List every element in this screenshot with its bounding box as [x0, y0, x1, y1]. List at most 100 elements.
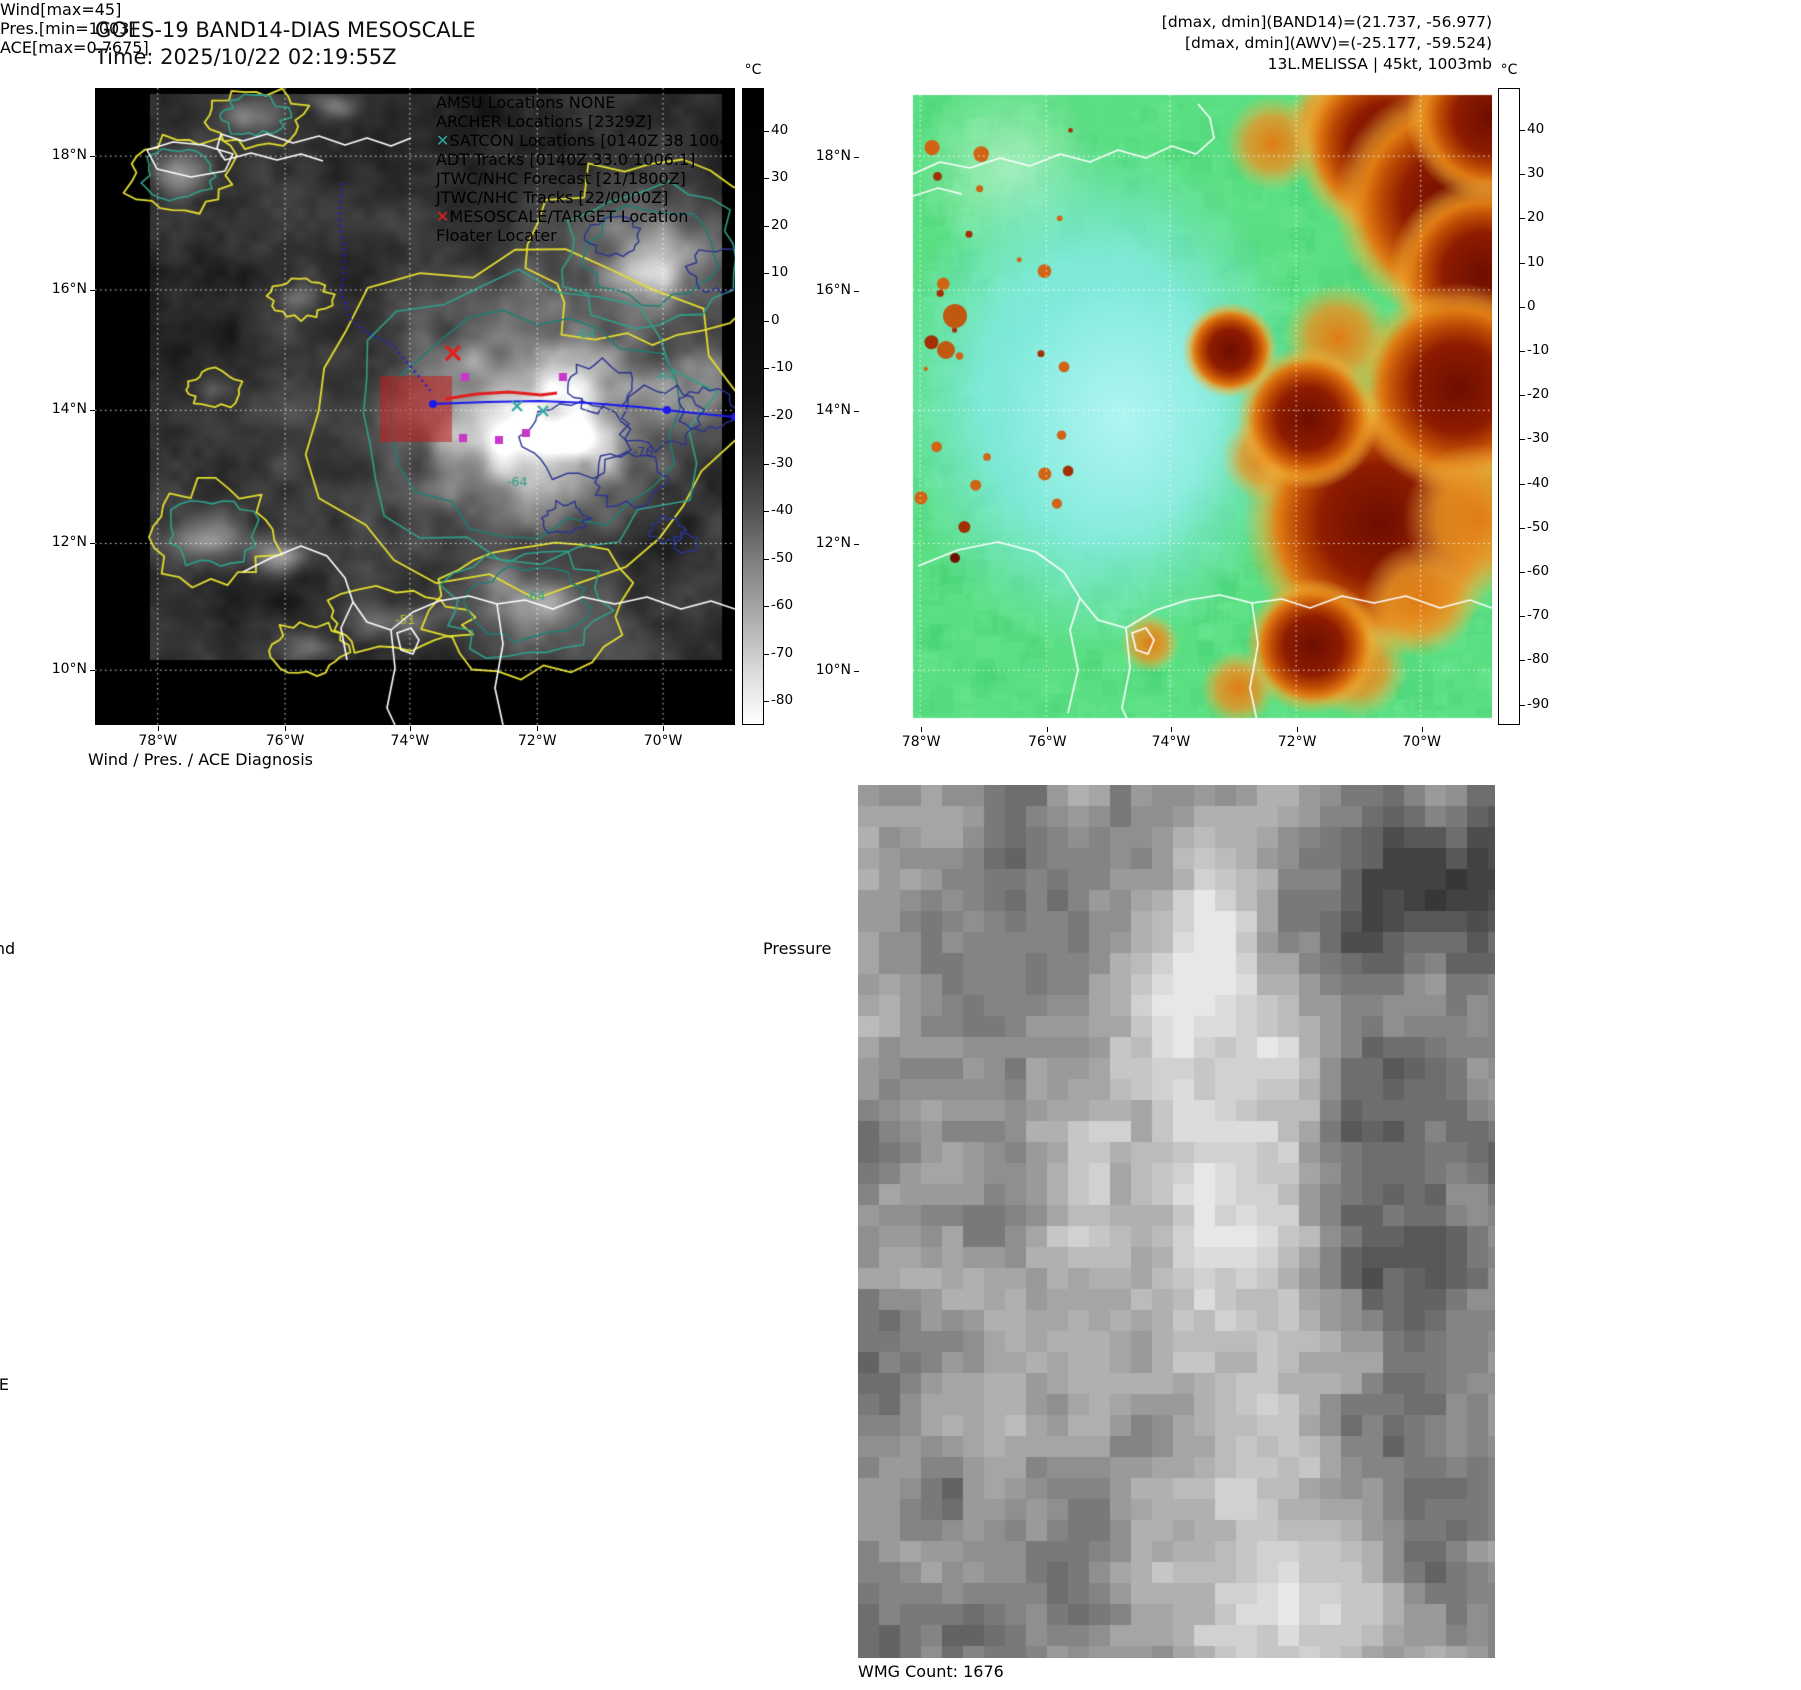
awv-colorbar-tick-label: 30	[1527, 165, 1545, 182]
band14-time: Time: 2025/10/22 02:19:55Z	[95, 45, 397, 69]
awv-lon-tick-label: 78°W	[901, 734, 941, 750]
legend-item: ARCHER Locations [2329Z]	[436, 112, 736, 131]
awv-lon-tick-label: 76°W	[1027, 734, 1067, 750]
band14-colorbar-tickmark	[764, 130, 769, 132]
awv-colorbar-tickmark	[1520, 572, 1525, 574]
awv-lon-tick-label: 72°W	[1277, 734, 1317, 750]
wmg-image	[858, 785, 1495, 1658]
band14-colorbar-tick-label: -60	[771, 597, 794, 614]
band14-lat-tick-label: 12°N	[51, 534, 87, 551]
pressure-axis-label: Pressure	[763, 939, 832, 958]
band14-colorbar-tickmark	[764, 225, 769, 227]
awv-colorbar-tickmark	[1520, 129, 1525, 131]
awv-colorbar-tick-label: 20	[1527, 209, 1545, 226]
awv-colorbar-tick-label: -60	[1527, 563, 1550, 580]
awv-colorbar-tick-label: 40	[1527, 120, 1545, 137]
band14-colorbar-tick-label: -80	[771, 692, 794, 709]
awv-colorbar-tickmark	[1520, 616, 1525, 618]
awv-colorbar-tickmark	[1520, 704, 1525, 706]
awv-lat-tickmark	[854, 157, 859, 159]
awv-colorbar-tick-label: -40	[1527, 474, 1550, 491]
band14-lat-tickmark	[90, 156, 95, 158]
legend-item: JTWC/NHC Tracks [22/0000Z]	[436, 188, 736, 207]
awv-colorbar-tick-label: -10	[1527, 342, 1550, 359]
awv-header: [dmax, dmin](BAND14)=(21.737, -56.977) […	[1162, 12, 1492, 75]
awv-lat-tick-label: 14°N	[815, 402, 851, 419]
x-marker-icon: ✕	[436, 207, 450, 226]
legend-item: AMSU Locations NONE	[436, 93, 736, 112]
awv-lat-tickmark	[854, 544, 859, 546]
diagnosis-title: Wind / Pres. / ACE Diagnosis	[88, 750, 313, 769]
band14-colorbar-tickmark	[764, 511, 769, 513]
awv-colorbar-tickmark	[1520, 306, 1525, 308]
awv-lon-tick-label: 70°W	[1402, 734, 1441, 750]
wind-axis-label: Wind	[0, 939, 16, 958]
band14-colorbar-tickmark	[764, 701, 769, 703]
band14-colorbar-tickmark	[764, 416, 769, 417]
band14-colorbar-tick-label: -20	[771, 407, 794, 423]
band14-lat-tickmark	[90, 289, 95, 291]
band14-lat-tick-label: 18°N	[51, 147, 87, 164]
awv-colorbar-tickmark	[1520, 174, 1525, 176]
band14-colorbar	[742, 88, 764, 725]
awv-colorbar	[1498, 88, 1520, 725]
band14-colorbar-tickmark	[764, 606, 769, 608]
awv-lon-tick-label: 74°W	[1151, 734, 1191, 750]
legend-item: JTWC/NHC Forecast [21/1800Z]	[436, 169, 736, 188]
legend-item: ADT Tracks [0140Z 33.0 1006.1]	[436, 150, 736, 169]
band14-lat-tick-label: 14°N	[51, 401, 87, 418]
awv-lat-tickmark	[854, 671, 859, 673]
awv-satellite-map	[858, 88, 1492, 725]
legend-item-label: ADT Tracks [0140Z 33.0 1006.1]	[436, 150, 696, 169]
band14-lon-tick-label: 72°W	[517, 733, 557, 749]
band14-colorbar-tickmark	[764, 463, 769, 465]
awv-lat-tick-label: 12°N	[815, 535, 851, 552]
band14-legend: AMSU Locations NONE ARCHER Locations [232…	[436, 93, 736, 245]
band14-lon-tickmark	[409, 726, 411, 731]
x-marker-icon: ✕	[436, 131, 450, 150]
ace-axis-label: ACE	[0, 1375, 9, 1394]
awv-colorbar-tick-label: -20	[1527, 386, 1550, 403]
awv-colorbar-tick-label: -50	[1527, 518, 1550, 535]
awv-colorbar-tick-label: -90	[1527, 695, 1550, 712]
awv-lon-tickmark	[921, 727, 923, 732]
awv-lat-tickmark	[854, 411, 859, 413]
awv-header-line1: [dmax, dmin](BAND14)=(21.737, -56.977)	[1161, 13, 1492, 31]
awv-colorbar-tick-label: -80	[1527, 651, 1550, 668]
band14-colorbar-tickmark	[764, 368, 769, 370]
pres-legend-label: Pres.[min=1003]	[0, 19, 136, 38]
band14-colorbar-tick-label: -70	[771, 644, 794, 661]
band14-colorbar-tickmark	[764, 320, 769, 322]
band14-colorbar-tick-label: -30	[771, 454, 794, 471]
awv-colorbar-tickmark	[1520, 262, 1525, 264]
band14-title: GOES-19 BAND14-DIAS MESOSCALE	[95, 18, 476, 42]
wind-legend-label: Wind[max=45]	[0, 0, 122, 19]
awv-colorbar-tickmark	[1520, 395, 1525, 397]
band14-lat-tick-label: 16°N	[51, 280, 87, 297]
band14-lat-tickmark	[90, 670, 95, 672]
awv-header-line3: 13L.MELISSA | 45kt, 1003mb	[1267, 55, 1492, 73]
band14-colorbar-unit: °C	[744, 62, 762, 78]
ace-legend-label: ACE[max=0.7675]	[0, 38, 149, 57]
awv-colorbar-tick-label: -30	[1527, 430, 1550, 447]
awv-colorbar-tick-label: 0	[1527, 297, 1536, 314]
band14-colorbar-tickmark	[764, 558, 769, 560]
awv-lat-tick-label: 16°N	[815, 281, 851, 298]
band14-colorbar-tick-label: 10	[771, 264, 789, 281]
band14-lon-tickmark	[663, 726, 664, 731]
wind-legend: Wind[max=45]	[0, 0, 1801, 19]
band14-lon-tick-label: 78°W	[138, 733, 178, 749]
band14-lon-tick-label: 74°W	[390, 733, 430, 749]
awv-lat-tickmark	[854, 290, 859, 292]
band14-colorbar-tickmark	[764, 178, 769, 180]
legend-item-label: JTWC/NHC Tracks [22/0000Z]	[436, 188, 669, 207]
legend-item: ✕SATCON Locations [0140Z 38 1004]	[436, 131, 736, 150]
wmg-count-label: WMG Count: 1676	[858, 1662, 1004, 1681]
legend-item-label: AMSU Locations NONE	[436, 93, 616, 112]
awv-lon-tickmark	[1297, 727, 1299, 732]
wmg-frame: WMG Count: 1676	[858, 785, 1497, 1681]
band14-colorbar-tick-label: 20	[771, 216, 789, 233]
band14-colorbar-tick-label: 0	[771, 311, 780, 328]
band14-colorbar-tick-label: 40	[771, 121, 789, 138]
band14-lat-tickmark	[90, 543, 95, 545]
